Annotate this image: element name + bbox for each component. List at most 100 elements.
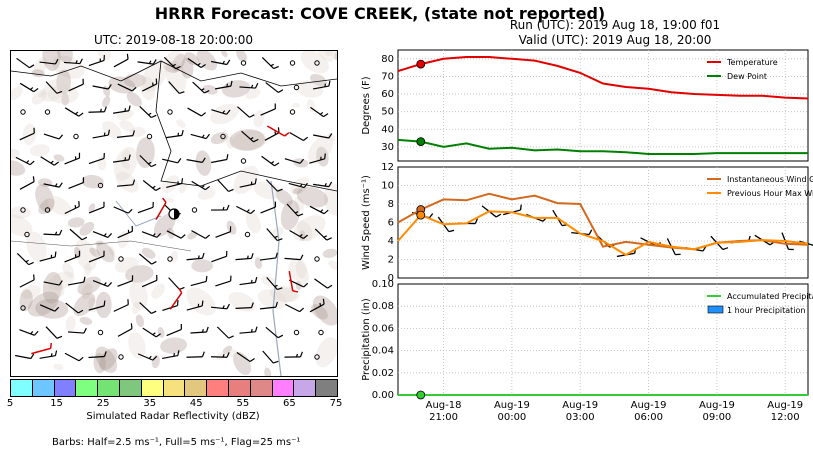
calm-circle bbox=[220, 133, 226, 140]
terrain-shade bbox=[163, 51, 182, 72]
terrain-shade bbox=[196, 51, 218, 71]
wind-barb bbox=[162, 350, 180, 360]
terrain-shade bbox=[327, 132, 336, 142]
x-tick-label: 06:00 bbox=[634, 412, 663, 423]
wind-barb bbox=[261, 56, 279, 70]
wind-barb bbox=[190, 326, 209, 334]
calm-circle bbox=[146, 133, 153, 140]
colorbar-cell bbox=[272, 380, 295, 396]
terrain-shade bbox=[171, 53, 186, 72]
terrain-shade bbox=[81, 283, 93, 300]
terrain-shade bbox=[312, 295, 337, 326]
colorbar-cell bbox=[76, 380, 99, 396]
terrain-shade bbox=[280, 200, 300, 231]
wind-barb bbox=[43, 133, 64, 140]
terrain-shade bbox=[26, 231, 47, 263]
y-tick-label: 0 bbox=[388, 273, 394, 284]
gust-barb bbox=[266, 125, 290, 137]
terrain-shade bbox=[128, 332, 146, 359]
wind-barb bbox=[139, 302, 157, 314]
terrain-shade bbox=[324, 51, 336, 56]
terrain-shade bbox=[53, 154, 65, 162]
wind-barb bbox=[260, 103, 276, 116]
terrain-shade bbox=[56, 51, 73, 64]
terrain-shade bbox=[197, 187, 216, 200]
wind-barb bbox=[215, 275, 232, 287]
wind-barb bbox=[187, 107, 207, 117]
wind-barb bbox=[236, 351, 255, 363]
terrain-shade bbox=[310, 73, 327, 87]
terrain-shade bbox=[83, 263, 92, 276]
current-value-marker bbox=[416, 210, 426, 220]
wind-barb bbox=[309, 153, 326, 164]
terrain-shade bbox=[47, 196, 72, 216]
wind-barb bbox=[139, 106, 157, 119]
y-axis-label: Degrees (F) bbox=[361, 76, 372, 134]
wind-barb bbox=[64, 152, 81, 165]
current-value-marker bbox=[416, 59, 426, 69]
terrain-shade bbox=[102, 96, 111, 108]
y-tick-label: 60 bbox=[381, 89, 394, 100]
calm-circle bbox=[97, 182, 104, 189]
terrain-shade bbox=[115, 171, 139, 193]
wind-barb bbox=[190, 133, 210, 140]
wind-barb bbox=[137, 201, 154, 214]
y-tick-label: 70 bbox=[381, 71, 394, 82]
terrain-shade bbox=[27, 291, 59, 317]
terrain-shade bbox=[121, 149, 131, 162]
terrain-shade bbox=[176, 119, 186, 128]
wind-barb bbox=[168, 81, 185, 95]
terrain-shade bbox=[316, 146, 329, 167]
wind-barb bbox=[186, 300, 204, 311]
colorbar-cell bbox=[119, 380, 142, 396]
gust-barb bbox=[155, 197, 167, 221]
terrain-shade bbox=[307, 135, 334, 165]
x-tick-label: Aug-19 bbox=[767, 400, 803, 411]
wind-barb bbox=[92, 84, 112, 90]
wind-barb bbox=[64, 107, 84, 117]
terrain-shade bbox=[29, 144, 50, 157]
terrain-shade bbox=[184, 52, 200, 66]
terrain-shade bbox=[119, 120, 135, 132]
legend-entry: Temperature bbox=[726, 58, 778, 67]
wind-barb bbox=[211, 59, 231, 66]
wind-barb bbox=[289, 131, 309, 142]
wind-barb bbox=[116, 130, 135, 138]
terrain-shade bbox=[160, 337, 188, 354]
terrain-shade bbox=[153, 213, 176, 237]
terrain-shade bbox=[324, 183, 337, 216]
terrain-shade bbox=[31, 89, 48, 105]
terrain-shade bbox=[38, 198, 55, 215]
calm-circle bbox=[244, 231, 251, 238]
terrain-shade bbox=[44, 275, 65, 297]
terrain-shade bbox=[20, 285, 41, 299]
colorbar-cell bbox=[294, 380, 317, 396]
river bbox=[270, 180, 282, 376]
terrain-shade bbox=[35, 298, 69, 319]
wind-barb bbox=[289, 229, 309, 240]
wind-barb bbox=[92, 280, 113, 287]
wind-barb bbox=[39, 350, 58, 359]
terrain-shade bbox=[132, 301, 141, 315]
map-svg bbox=[11, 51, 337, 376]
wind-barb bbox=[259, 301, 278, 310]
terrain-shade bbox=[67, 217, 85, 228]
reflectivity-colorbar bbox=[10, 379, 338, 397]
y-tick-label: 0.02 bbox=[372, 368, 394, 379]
wind-barb bbox=[190, 275, 208, 287]
colorbar-cell bbox=[11, 380, 33, 396]
terrain-shade bbox=[56, 69, 71, 95]
wind-barb bbox=[45, 81, 63, 94]
wind-barb bbox=[117, 323, 133, 337]
wind-barb bbox=[88, 201, 105, 214]
wind-barb bbox=[113, 53, 129, 68]
wind-barb bbox=[186, 351, 205, 358]
calm-circle bbox=[293, 329, 300, 336]
wind-barb bbox=[43, 182, 63, 188]
wind-barb bbox=[309, 205, 329, 215]
y-tick-label: 10 bbox=[381, 181, 394, 192]
wind-barb bbox=[65, 302, 84, 314]
colorbar-cell bbox=[316, 380, 337, 396]
terrain-shade bbox=[315, 337, 337, 368]
y-tick-label: 2 bbox=[388, 255, 394, 266]
